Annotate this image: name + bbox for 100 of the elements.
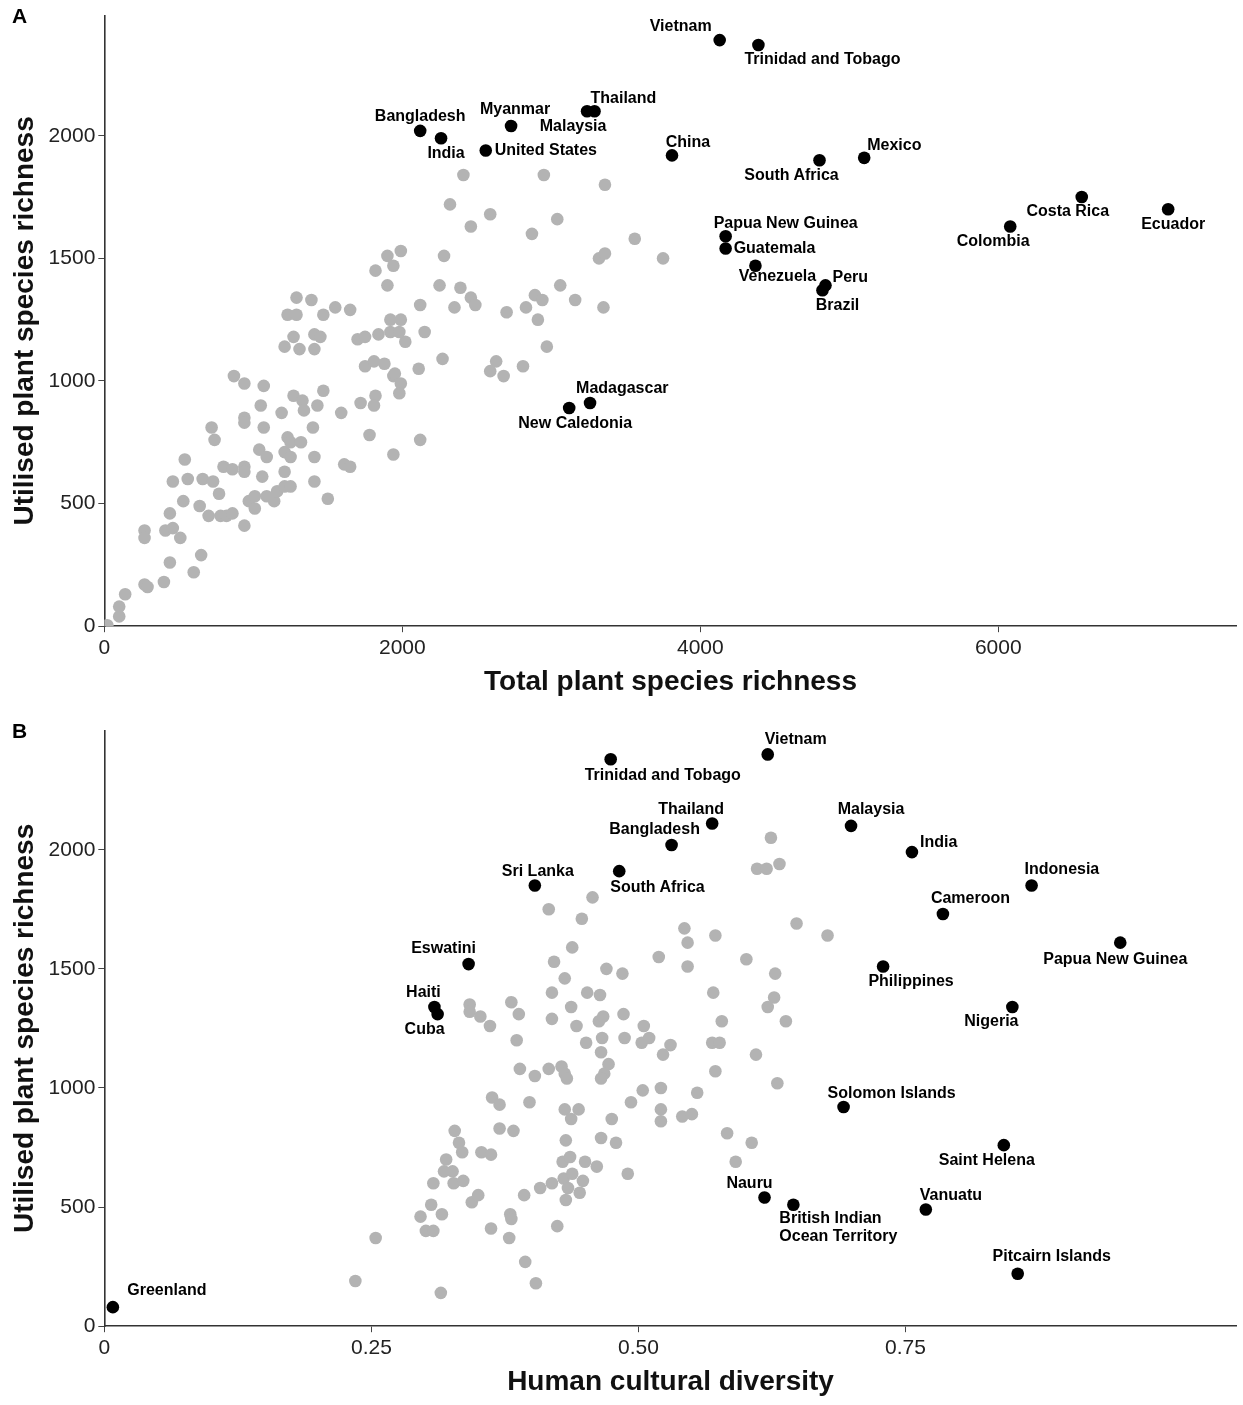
x-tick-label: 6000 (974, 634, 1022, 658)
x-tick-label: 0 (98, 634, 111, 658)
point (997, 1138, 1011, 1152)
annotation: Eswatini (411, 939, 477, 957)
annotation: Vietnam (649, 16, 712, 34)
y-tick-label: 1000 (48, 1074, 96, 1098)
annotation: Solomon Islands (827, 1084, 956, 1102)
point (705, 817, 719, 830)
point (1113, 936, 1127, 949)
point (604, 752, 617, 766)
point (1011, 1267, 1024, 1281)
annotation: Haiti (406, 983, 441, 1001)
y-tick-label: 500 (60, 490, 96, 514)
point (816, 283, 829, 297)
point (876, 960, 890, 973)
y-axis-title: Utilised plant species richness (7, 116, 39, 526)
x-tick-label: 0.25 (350, 1334, 392, 1358)
point (813, 153, 826, 167)
annotation: Philippines (868, 971, 954, 989)
y-tick-label: 1500 (48, 245, 96, 269)
annotation: China (665, 132, 711, 150)
annotation: Myanmar (479, 100, 551, 118)
point (106, 1300, 120, 1314)
point (837, 1100, 850, 1114)
annotation: Peru (832, 267, 869, 285)
point (719, 242, 732, 255)
point (665, 149, 679, 162)
annotation: Malaysia (837, 800, 905, 818)
annotation: Saint Helena (938, 1150, 1035, 1168)
annotation: Papua New Guinea (1043, 950, 1188, 968)
point (562, 401, 576, 415)
annotation: Trinidad and Tobago (584, 765, 742, 783)
point (665, 838, 678, 852)
chart-title: A (12, 3, 28, 27)
annotation: Guatemala (733, 238, 816, 256)
point (612, 864, 626, 878)
annotation: Cameroon (930, 889, 1011, 907)
annotation: Indonesia (1024, 859, 1100, 877)
annotation: Pitcairn Islands (992, 1247, 1111, 1265)
point (713, 33, 726, 47)
annotation: Venezuela (738, 267, 817, 285)
point (413, 124, 427, 138)
point (479, 144, 493, 157)
y-tick-label: 0 (83, 1313, 96, 1336)
annotation: Costa Rica (1026, 202, 1110, 220)
point (905, 845, 919, 859)
x-tick-label: 4000 (676, 634, 724, 658)
point (528, 879, 542, 892)
annotation: Mexico (867, 136, 922, 154)
annotation: Colombia (956, 231, 1030, 249)
x-tick-label: 0.75 (885, 1334, 926, 1358)
point (1075, 190, 1089, 204)
annotation: Malaysia (539, 116, 607, 134)
annotation: India (919, 832, 958, 850)
y-tick-label: 2000 (48, 122, 96, 146)
point (752, 38, 765, 52)
y-tick-label: 500 (60, 1193, 96, 1217)
annotation: Papua New Guinea (713, 213, 858, 231)
annotation: Cuba (404, 1019, 445, 1037)
point (844, 819, 858, 833)
annotation: Vietnam (764, 729, 827, 747)
annotation: Madagascar (576, 379, 669, 397)
point (1025, 879, 1038, 892)
point (1006, 1000, 1019, 1014)
y-tick-label: 1500 (48, 955, 96, 979)
annotation: New Caledonia (518, 414, 633, 432)
y-tick-label: 0 (83, 613, 96, 636)
point (434, 131, 448, 145)
annotation: Trinidad and Tobago (744, 50, 901, 68)
point (919, 1203, 933, 1216)
point (1003, 220, 1017, 233)
point (857, 151, 871, 165)
annotation: Bangladesh (374, 107, 466, 125)
point (758, 1191, 771, 1204)
point (761, 748, 775, 761)
annotation: Nauru (726, 1173, 773, 1191)
x-tick-label: 0.50 (618, 1334, 659, 1358)
y-tick-label: 1000 (48, 367, 96, 391)
annotation: South Africa (744, 165, 839, 183)
annotation: Brazil (815, 295, 860, 313)
x-tick-label: 0 (98, 1334, 111, 1358)
chart-title: B (12, 718, 28, 742)
point (431, 1007, 444, 1021)
annotation: Bangladesh (609, 820, 700, 838)
annotation: Greenland (127, 1280, 207, 1298)
y-tick-label: 2000 (48, 836, 96, 860)
annotation: Thailand (590, 88, 657, 106)
annotation: Sri Lanka (501, 861, 574, 879)
annotation: Nigeria (964, 1012, 1019, 1030)
x-axis-title: Total plant species richness (484, 664, 857, 696)
annotation: India (427, 143, 465, 161)
point (462, 957, 475, 971)
point (583, 396, 597, 410)
annotation: Ecuador (1141, 214, 1206, 232)
point (1161, 203, 1175, 216)
annotation: Vanuatu (919, 1185, 983, 1203)
annotation: South Africa (610, 877, 705, 895)
annotation: British Indian Ocean Territory (779, 1209, 898, 1245)
x-tick-label: 2000 (378, 634, 426, 658)
point (936, 907, 950, 921)
